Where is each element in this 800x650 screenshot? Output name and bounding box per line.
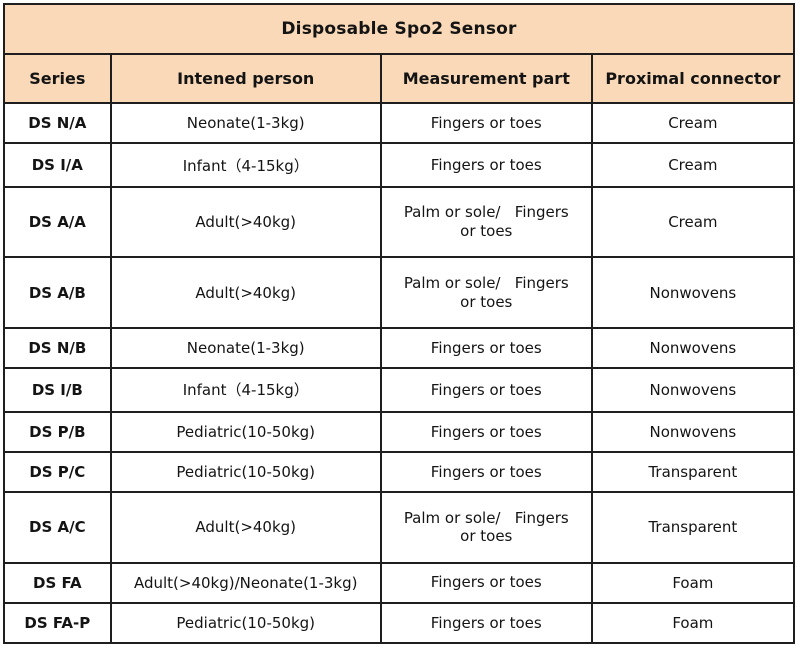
cell-measurement-part: Fingers or toes (379, 450, 593, 494)
cell-proximal-connector: Cream (590, 185, 796, 259)
table-row: DS A/C Adult(>40kg) Palm or sole/ Finger… (3, 491, 796, 564)
cell-series: DS I/B (3, 367, 112, 413)
cell-intended-person: Adult(>40kg) (109, 185, 382, 259)
cell-intended-person: Infant（4-15kg） (109, 367, 382, 413)
cell-proximal-connector: Foam (590, 601, 796, 645)
cell-measurement-part: Fingers or toes (379, 601, 593, 645)
cell-measurement-part: Fingers or toes (379, 326, 593, 370)
cell-measurement-part: Fingers or toes (379, 367, 593, 413)
table-title: Disposable Spo2 Sensor (3, 3, 795, 55)
cell-intended-person: Infant（4-15kg） (109, 142, 382, 188)
cell-series: DS FA (3, 561, 112, 604)
table-title-row: Disposable Spo2 Sensor (3, 3, 795, 55)
cell-measurement-part: Palm or sole/ Fingers or toes (379, 256, 593, 329)
cell-measurement-part: Fingers or toes (379, 561, 593, 604)
cell-intended-person: Adult(>40kg) (109, 491, 382, 564)
cell-proximal-connector: Transparent (590, 491, 796, 564)
cell-intended-person: Neonate(1-3kg) (109, 326, 382, 370)
cell-measurement-part: Fingers or toes (379, 101, 593, 145)
cell-proximal-connector: Nonwovens (590, 326, 796, 370)
table-row: DS I/B Infant（4-15kg） Fingers or toes No… (3, 367, 796, 413)
cell-series: DS N/B (3, 326, 112, 370)
table-row: DS FA-P Pediatric(10-50kg) Fingers or to… (3, 601, 796, 645)
cell-proximal-connector: Cream (590, 142, 796, 188)
table-row: DS I/A Infant（4-15kg） Fingers or toes Cr… (3, 142, 796, 188)
column-header-proximal-connector: Proximal connector (590, 53, 796, 104)
cell-intended-person: Pediatric(10-50kg) (109, 601, 382, 645)
table-row: DS A/B Adult(>40kg) Palm or sole/ Finger… (3, 256, 796, 329)
cell-series: DS FA-P (3, 601, 112, 645)
cell-series: DS A/C (3, 491, 112, 564)
cell-intended-person: Adult(>40kg)/Neonate(1-3kg) (109, 561, 382, 604)
cell-proximal-connector: Transparent (590, 450, 796, 494)
column-header-intended-person: Intened person (109, 53, 382, 104)
table-row: DS A/A Adult(>40kg) Palm or sole/ Finger… (3, 185, 796, 259)
cell-series: DS P/C (3, 450, 112, 494)
spo2-sensor-table: Disposable Spo2 Sensor Series Intened pe… (3, 3, 796, 645)
cell-series: DS P/B (3, 410, 112, 454)
cell-intended-person: Neonate(1-3kg) (109, 101, 382, 145)
cell-intended-person: Pediatric(10-50kg) (109, 450, 382, 494)
cell-measurement-part: Fingers or toes (379, 142, 593, 188)
cell-series: DS I/A (3, 142, 112, 188)
cell-measurement-part: Fingers or toes (379, 410, 593, 454)
table-body: DS N/A Neonate(1-3kg) Fingers or toes Cr… (3, 101, 796, 645)
column-header-row: Series Intened person Measurement part P… (3, 53, 796, 104)
table-row: DS P/B Pediatric(10-50kg) Fingers or toe… (3, 410, 796, 454)
cell-measurement-part: Palm or sole/ Fingers or toes (379, 491, 593, 564)
column-header-measurement-part: Measurement part (379, 53, 593, 104)
cell-proximal-connector: Nonwovens (590, 367, 796, 413)
table-row: DS N/B Neonate(1-3kg) Fingers or toes No… (3, 326, 796, 370)
cell-series: DS A/A (3, 185, 112, 259)
cell-series: DS A/B (3, 256, 112, 329)
table-row: DS FA Adult(>40kg)/Neonate(1-3kg) Finger… (3, 561, 796, 604)
cell-series: DS N/A (3, 101, 112, 145)
cell-proximal-connector: Nonwovens (590, 256, 796, 329)
cell-proximal-connector: Cream (590, 101, 796, 145)
cell-measurement-part: Palm or sole/ Fingers or toes (379, 185, 593, 259)
table-row: DS N/A Neonate(1-3kg) Fingers or toes Cr… (3, 101, 796, 145)
column-header-series: Series (3, 53, 112, 104)
cell-proximal-connector: Nonwovens (590, 410, 796, 454)
cell-intended-person: Adult(>40kg) (109, 256, 382, 329)
cell-proximal-connector: Foam (590, 561, 796, 604)
cell-intended-person: Pediatric(10-50kg) (109, 410, 382, 454)
table-row: DS P/C Pediatric(10-50kg) Fingers or toe… (3, 450, 796, 494)
